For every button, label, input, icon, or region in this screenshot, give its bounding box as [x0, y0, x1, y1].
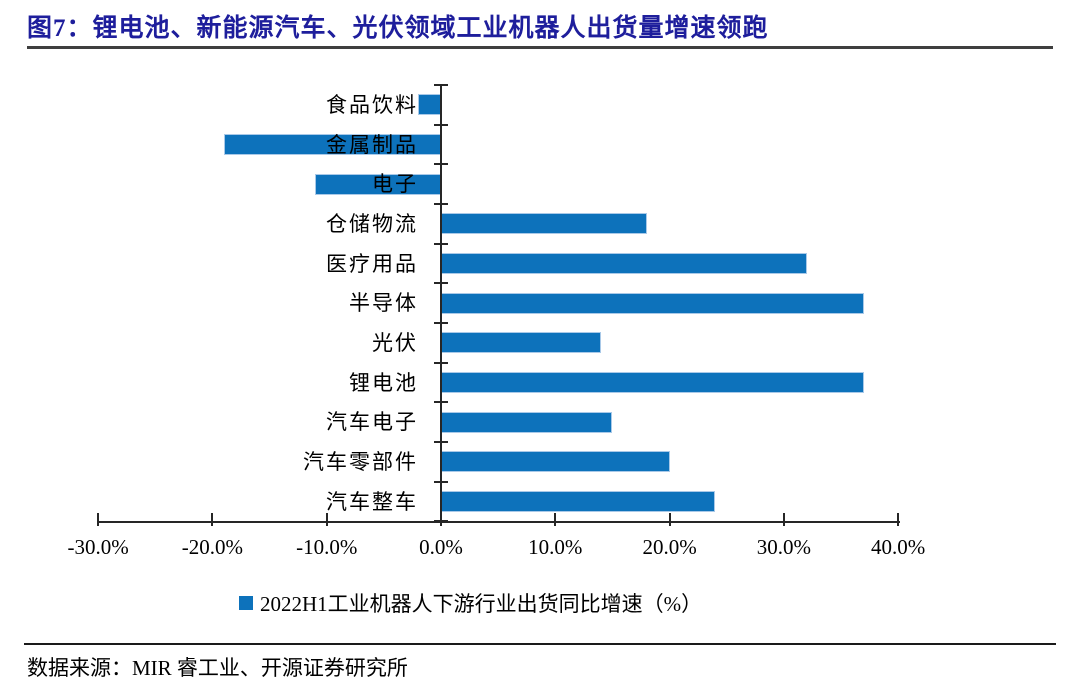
- category-axis-tick: [434, 282, 448, 285]
- category-axis-tick: [434, 163, 448, 166]
- category-axis-tick: [434, 203, 448, 205]
- value-axis-tick: [897, 513, 900, 527]
- bar-医疗用品: [441, 253, 807, 274]
- value-axis-tick: [782, 513, 785, 527]
- bar-食品饮料: [418, 94, 441, 116]
- legend-label: 2022H1工业机器人下游行业出货同比增速（%）: [260, 592, 703, 616]
- category-label: 汽车零部件: [303, 449, 418, 474]
- category-label: 食品饮料: [326, 92, 418, 117]
- value-axis-tick-label: 20.0%: [642, 535, 697, 560]
- bar-汽车零部件: [441, 451, 670, 473]
- value-axis-tick: [211, 513, 214, 527]
- bar-锂电池: [441, 372, 864, 394]
- value-axis-tick-label: -30.0%: [67, 535, 129, 560]
- value-axis-tick: [554, 513, 557, 527]
- category-axis-tick: [434, 242, 448, 245]
- legend-square-icon: [239, 596, 253, 610]
- value-axis-tick: [440, 513, 442, 527]
- value-axis-tick-label: -10.0%: [296, 535, 358, 560]
- bar-光伏: [441, 332, 601, 354]
- value-axis-tick-label: 40.0%: [871, 535, 926, 560]
- chart-legend: 2022H1工业机器人下游行业出货同比增速（%）: [239, 588, 702, 618]
- category-label: 光伏: [372, 330, 418, 355]
- value-axis-line: [98, 521, 901, 524]
- figure-title: 图7：锂电池、新能源汽车、光伏领域工业机器人出货量增速领跑: [27, 15, 769, 42]
- value-axis-tick-label: 10.0%: [528, 535, 583, 560]
- value-axis-tick: [325, 513, 328, 527]
- footer-divider: [24, 643, 1056, 645]
- category-label: 汽车电子: [326, 410, 418, 435]
- category-axis-tick: [434, 480, 448, 483]
- value-axis-tick: [668, 513, 671, 527]
- value-axis-tick: [97, 513, 100, 527]
- category-axis-tick: [434, 322, 448, 325]
- value-axis-tick-label: 0.0%: [419, 535, 463, 560]
- value-axis-tick-label: 30.0%: [756, 535, 811, 560]
- category-axis-tick: [434, 401, 448, 404]
- category-axis-tick: [434, 441, 448, 444]
- bar-半导体: [441, 292, 864, 314]
- category-label: 汽车整车: [326, 489, 418, 514]
- bar-汽车电子: [441, 411, 613, 433]
- category-label: 医疗用品: [326, 251, 418, 276]
- category-axis-tick: [434, 84, 448, 86]
- category-label: 仓储物流: [326, 211, 418, 236]
- category-axis-tick: [434, 123, 448, 126]
- data-source-note: 数据来源：MIR 睿工业、开源证券研究所: [27, 656, 408, 680]
- category-label: 锂电池: [349, 370, 418, 395]
- category-label: 电子: [372, 172, 418, 197]
- category-label: 金属制品: [326, 132, 418, 157]
- category-axis-tick: [434, 361, 448, 364]
- bar-仓储物流: [441, 213, 647, 235]
- category-axis-line: [440, 85, 442, 522]
- title-underline: [27, 46, 1053, 49]
- value-axis-tick-label: -20.0%: [181, 535, 244, 560]
- bar-汽车整车: [441, 491, 716, 513]
- category-label: 半导体: [349, 291, 418, 316]
